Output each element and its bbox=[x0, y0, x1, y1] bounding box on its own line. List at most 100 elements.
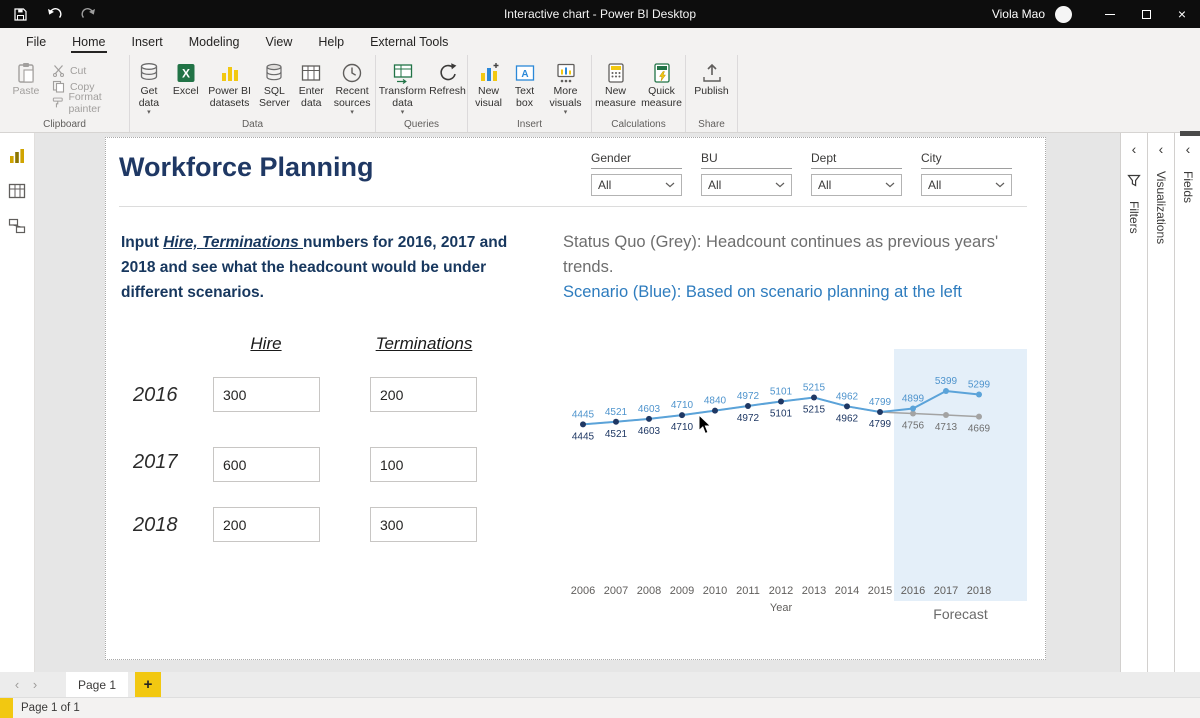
terminations-2018-input[interactable] bbox=[370, 507, 477, 542]
scissors-icon bbox=[52, 65, 64, 77]
slicer-gender-dropdown[interactable]: All bbox=[591, 174, 682, 196]
new-measure-button[interactable]: New measure bbox=[594, 60, 638, 109]
menu-view[interactable]: View bbox=[265, 34, 293, 49]
sql-server-button[interactable]: SQL Server bbox=[256, 60, 292, 109]
close-button[interactable]: × bbox=[1164, 0, 1200, 28]
page-1-tab[interactable]: Page 1 bbox=[66, 672, 128, 697]
svg-text:5215: 5215 bbox=[803, 404, 826, 415]
add-page-button[interactable]: + bbox=[135, 672, 161, 697]
data-view-icon bbox=[8, 183, 26, 199]
svg-text:4603: 4603 bbox=[638, 426, 661, 437]
filters-panel-label[interactable]: Filters bbox=[1127, 201, 1141, 234]
quick-measure-label: Quick measure bbox=[641, 85, 682, 109]
slicer-city-dropdown[interactable]: All bbox=[921, 174, 1012, 196]
svg-text:5101: 5101 bbox=[770, 386, 793, 397]
data-view-button[interactable] bbox=[6, 180, 28, 202]
svg-text:4972: 4972 bbox=[737, 413, 760, 424]
window-title: Interactive chart - Power BI Desktop bbox=[503, 7, 697, 21]
group-label-insert: Insert bbox=[516, 119, 542, 130]
hire-2016-input[interactable] bbox=[213, 377, 320, 412]
svg-text:5299: 5299 bbox=[968, 380, 991, 391]
terminations-2017-input[interactable] bbox=[370, 447, 477, 482]
more-visuals-button[interactable]: More visuals ▾ bbox=[543, 60, 589, 116]
instruction-emphasized: Hire, Terminations bbox=[163, 234, 304, 251]
slicer-gender-value: All bbox=[598, 178, 612, 192]
menu-insert[interactable]: Insert bbox=[131, 34, 163, 49]
paste-button[interactable]: Paste bbox=[9, 60, 43, 98]
previous-page-arrow-icon[interactable]: ‹ bbox=[14, 677, 20, 692]
scrollbar-thumb[interactable] bbox=[1180, 131, 1200, 136]
row-label-2017: 2017 bbox=[133, 451, 178, 473]
ribbon-group-clipboard: Paste Cut Copy Format painter Clipboard bbox=[0, 55, 130, 132]
svg-text:2006: 2006 bbox=[571, 585, 595, 597]
slicer-bu: BU All bbox=[701, 151, 792, 196]
report-page[interactable]: Workforce Planning Gender All BU All Dep… bbox=[105, 137, 1046, 660]
hire-2018-input[interactable] bbox=[213, 507, 320, 542]
fields-panel: ‹ Fields bbox=[1174, 133, 1200, 672]
enter-data-button[interactable]: Enter data bbox=[294, 60, 328, 109]
minimize-button[interactable] bbox=[1092, 0, 1128, 28]
expand-filters-chevron-icon[interactable]: ‹ bbox=[1131, 141, 1137, 157]
calculator-icon bbox=[604, 60, 628, 86]
hire-column-header: Hire bbox=[250, 334, 282, 353]
copy-button[interactable]: Copy bbox=[52, 79, 129, 94]
hire-2017-input[interactable] bbox=[213, 447, 320, 482]
fields-panel-label[interactable]: Fields bbox=[1181, 171, 1195, 204]
redo-button[interactable] bbox=[78, 4, 98, 24]
svg-text:2014: 2014 bbox=[835, 585, 859, 597]
slicer-dept-dropdown[interactable]: All bbox=[811, 174, 902, 196]
title-bar: Interactive chart - Power BI Desktop Vio… bbox=[0, 0, 1200, 28]
chevron-down-icon: ▾ bbox=[350, 109, 354, 116]
model-view-icon bbox=[8, 218, 26, 234]
publish-button[interactable]: Publish bbox=[689, 60, 735, 98]
text-box-button[interactable]: A Text box bbox=[509, 60, 541, 109]
cut-button[interactable]: Cut bbox=[52, 63, 129, 78]
slicer-bu-dropdown[interactable]: All bbox=[701, 174, 792, 196]
headcount-line-chart[interactable]: 4445 4445 2006 4521 4521 2007 4603 4603 2008 4710… bbox=[561, 341, 1031, 631]
menu-file[interactable]: File bbox=[26, 34, 47, 49]
refresh-button[interactable]: Refresh bbox=[429, 60, 466, 98]
get-data-button[interactable]: Get data ▾ bbox=[131, 60, 167, 116]
slicer-dept-label: Dept bbox=[811, 151, 902, 169]
menu-modeling[interactable]: Modeling bbox=[188, 34, 240, 49]
undo-button[interactable] bbox=[44, 4, 64, 24]
menu-external-tools[interactable]: External Tools bbox=[370, 34, 449, 49]
format-painter-button[interactable]: Format painter bbox=[52, 91, 129, 115]
expand-visualizations-chevron-icon[interactable]: ‹ bbox=[1158, 141, 1164, 157]
svg-text:2013: 2013 bbox=[802, 585, 826, 597]
avatar[interactable] bbox=[1055, 5, 1072, 23]
svg-text:4799: 4799 bbox=[869, 397, 892, 408]
visualizations-panel-label[interactable]: Visualizations bbox=[1154, 171, 1168, 245]
next-page-arrow-icon[interactable]: › bbox=[32, 677, 38, 692]
svg-text:X: X bbox=[182, 67, 190, 81]
visualizations-panel: ‹ Visualizations bbox=[1147, 133, 1174, 672]
slicer-dept-value: All bbox=[818, 178, 832, 192]
excel-button[interactable]: X Excel bbox=[169, 60, 203, 98]
recent-sources-button[interactable]: Recent sources ▾ bbox=[330, 60, 374, 116]
ribbon-group-share: Publish Share bbox=[686, 55, 738, 132]
expand-fields-chevron-icon[interactable]: ‹ bbox=[1185, 141, 1191, 157]
report-view-button[interactable] bbox=[6, 145, 28, 167]
new-visual-button[interactable]: New visual bbox=[471, 60, 507, 109]
model-view-button[interactable] bbox=[6, 215, 28, 237]
svg-text:4962: 4962 bbox=[836, 413, 859, 424]
save-button[interactable] bbox=[10, 4, 30, 24]
enter-data-label: Enter data bbox=[298, 85, 324, 109]
svg-text:4972: 4972 bbox=[737, 391, 760, 402]
text-box-icon: A bbox=[513, 60, 537, 86]
power-bi-datasets-label: Power BI datasets bbox=[208, 85, 251, 109]
close-icon: × bbox=[1177, 6, 1187, 22]
svg-text:Year: Year bbox=[770, 602, 793, 614]
transform-data-button[interactable]: Transform data ▾ bbox=[378, 60, 428, 116]
svg-text:2009: 2009 bbox=[670, 585, 694, 597]
quick-measure-button[interactable]: Quick measure bbox=[640, 60, 684, 109]
menu-help[interactable]: Help bbox=[318, 34, 345, 49]
menu-home[interactable]: Home bbox=[59, 28, 118, 55]
slicer-city-label: City bbox=[921, 151, 1012, 169]
power-bi-datasets-button[interactable]: Power BI datasets bbox=[205, 60, 255, 109]
row-label-2018: 2018 bbox=[133, 514, 178, 536]
maximize-button[interactable] bbox=[1128, 0, 1164, 28]
mouse-cursor-icon bbox=[698, 413, 713, 441]
terminations-2016-input[interactable] bbox=[370, 377, 477, 412]
transform-data-label: Transform data bbox=[378, 85, 427, 109]
